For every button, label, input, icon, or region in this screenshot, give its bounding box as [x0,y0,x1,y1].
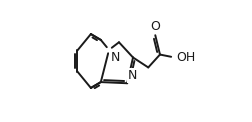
Text: N: N [128,69,137,82]
Text: O: O [150,20,160,33]
Text: OH: OH [176,51,196,64]
Text: N: N [110,51,120,64]
